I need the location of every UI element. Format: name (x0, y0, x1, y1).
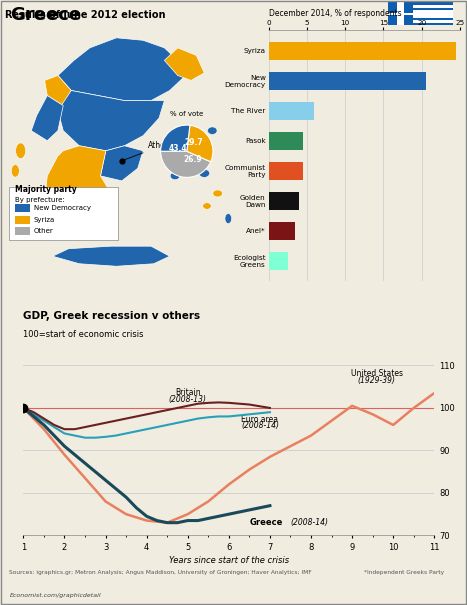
Bar (15, 227, 30, 235)
Text: Greece: Greece (10, 6, 81, 24)
Text: Economist.com/graphicdetail: Economist.com/graphicdetail (9, 593, 101, 598)
Bar (15, 204, 30, 212)
Ellipse shape (16, 143, 26, 159)
Polygon shape (58, 38, 186, 100)
Text: 29.7: 29.7 (184, 137, 203, 146)
Bar (388, 2, 453, 5)
Text: United States: United States (351, 369, 403, 378)
Bar (388, 13, 413, 15)
Polygon shape (44, 76, 71, 105)
Ellipse shape (11, 165, 19, 177)
Bar (269, 252, 288, 270)
Polygon shape (44, 146, 111, 231)
Bar (388, 2, 413, 25)
Text: December 2014, % of respondents: December 2014, % of respondents (269, 8, 401, 18)
Ellipse shape (203, 203, 211, 209)
Ellipse shape (225, 214, 232, 224)
Bar (396, 2, 404, 25)
Text: Euro area: Euro area (241, 414, 278, 423)
Text: New Democracy: New Democracy (34, 205, 91, 211)
Bar (269, 102, 314, 120)
Ellipse shape (179, 126, 192, 136)
Polygon shape (164, 48, 204, 80)
Text: *Independent Greeks Party: *Independent Greeks Party (364, 570, 445, 575)
Ellipse shape (199, 169, 210, 177)
Bar (388, 18, 453, 21)
Text: (2008-13): (2008-13) (169, 396, 207, 404)
Polygon shape (58, 91, 164, 151)
Text: 26.9: 26.9 (183, 155, 202, 164)
Bar (269, 192, 299, 210)
X-axis label: Years since start of the crisis: Years since start of the crisis (169, 556, 289, 565)
Bar (269, 162, 303, 180)
Text: (2008-14): (2008-14) (241, 421, 279, 430)
Wedge shape (161, 151, 211, 177)
Bar (388, 10, 453, 13)
Bar (388, 23, 453, 25)
Bar (269, 222, 295, 240)
Title: % of vote: % of vote (170, 111, 204, 117)
Polygon shape (100, 146, 143, 181)
Text: Results of June 2012 election: Results of June 2012 election (5, 10, 165, 20)
Ellipse shape (191, 146, 202, 155)
Polygon shape (31, 96, 63, 141)
Bar (388, 7, 453, 10)
Text: 100=start of economic crisis: 100=start of economic crisis (23, 330, 144, 339)
Wedge shape (187, 125, 213, 162)
Ellipse shape (207, 127, 217, 134)
Bar (269, 72, 425, 90)
Bar (15, 215, 30, 224)
Bar (388, 21, 453, 23)
Text: By prefecture:: By prefecture: (15, 197, 65, 203)
Text: (1929-39): (1929-39) (358, 376, 396, 385)
Text: Syriza: Syriza (34, 217, 55, 223)
Bar (388, 13, 453, 15)
Text: (2008-14): (2008-14) (290, 518, 328, 527)
Text: 43.4: 43.4 (168, 144, 187, 153)
Text: Athens: Athens (124, 141, 175, 160)
Bar (269, 132, 303, 150)
Polygon shape (53, 246, 170, 266)
Ellipse shape (213, 190, 222, 197)
Bar (388, 5, 453, 7)
Text: Sources: igraphics.gr; Metron Analysis; Angus Maddison, University of Groningen;: Sources: igraphics.gr; Metron Analysis; … (9, 570, 312, 575)
Text: GDP, Greek recession v others: GDP, Greek recession v others (23, 311, 200, 321)
Bar (388, 13, 453, 15)
Wedge shape (161, 125, 190, 151)
Text: Greece: Greece (249, 518, 283, 527)
Text: Other: Other (34, 228, 54, 234)
Bar (269, 42, 456, 60)
Bar (388, 15, 453, 18)
Text: Britain: Britain (175, 388, 200, 397)
Ellipse shape (14, 185, 21, 197)
Text: Majority party: Majority party (15, 185, 77, 194)
FancyBboxPatch shape (9, 187, 118, 240)
Ellipse shape (170, 172, 180, 180)
